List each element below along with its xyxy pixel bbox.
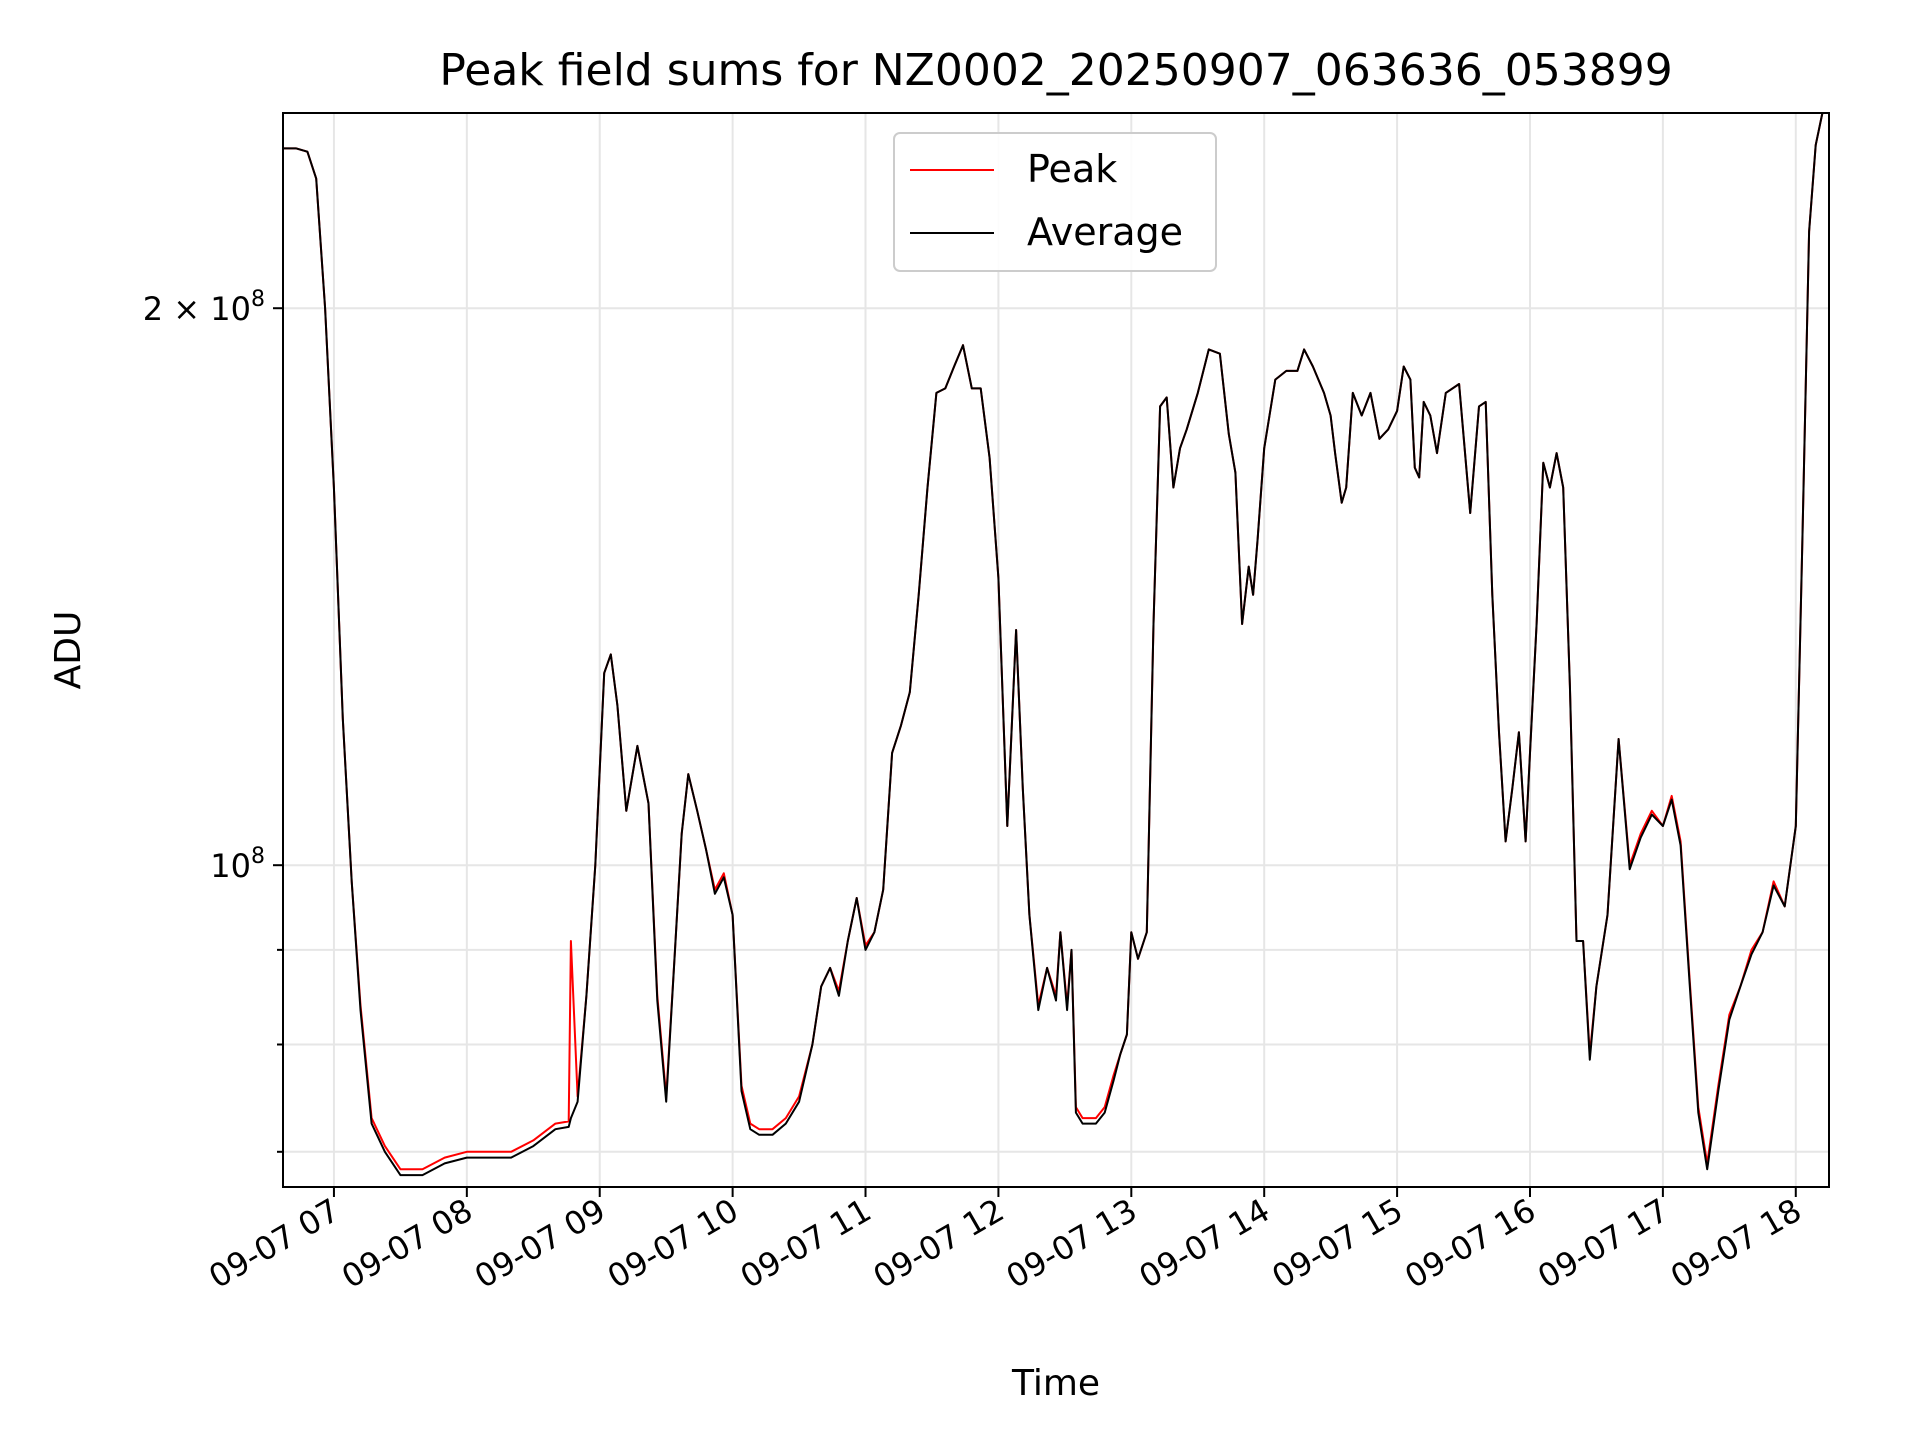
legend-label-average: Average [1027, 210, 1183, 254]
chart-title: Peak field sums for NZ0002_20250907_0636… [439, 45, 1672, 96]
y-tick-exponent: 8 [251, 844, 265, 869]
series-line-average [283, 112, 1827, 1177]
y-tick-multiplier: 2 × [143, 290, 211, 328]
plot-frame [282, 112, 1830, 1188]
legend-box [893, 132, 1217, 272]
grid [283, 113, 1829, 1187]
y-tick-label: 2 × 108 [143, 287, 265, 328]
y-tick-exponent: 8 [251, 287, 265, 312]
series-layer [283, 112, 1827, 1177]
y-tick-label: 108 [210, 844, 265, 885]
y-tick-base: 10 [210, 290, 251, 328]
legend-label-peak: Peak [1027, 147, 1117, 191]
legend: Peak Average [893, 132, 1217, 272]
y-axis-label: ADU [48, 611, 89, 690]
y-tick-base: 10 [210, 847, 251, 885]
x-axis-label: Time [1011, 1363, 1100, 1404]
